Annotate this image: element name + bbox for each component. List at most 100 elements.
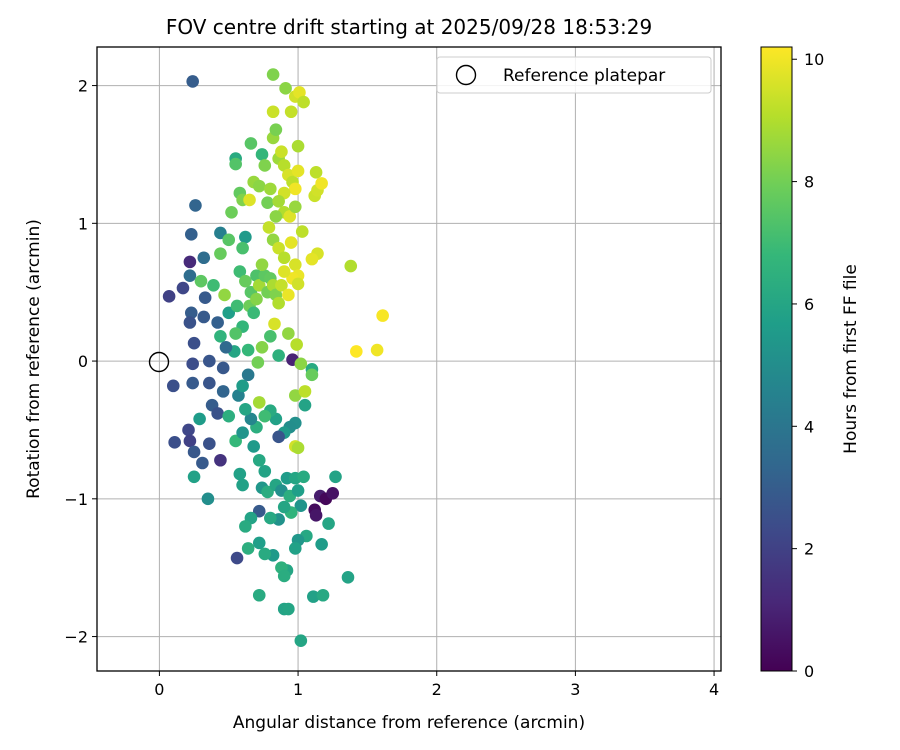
data-point bbox=[252, 453, 266, 467]
data-point bbox=[184, 306, 198, 320]
data-point bbox=[198, 291, 212, 305]
colorbar-tick-label: 10 bbox=[804, 50, 824, 69]
data-point bbox=[255, 340, 269, 354]
data-point bbox=[186, 376, 199, 390]
colorbar-label: Hours from first FF file bbox=[841, 264, 861, 454]
data-point bbox=[229, 327, 242, 340]
data-point bbox=[294, 634, 308, 647]
data-point bbox=[214, 453, 227, 467]
data-points bbox=[162, 68, 389, 647]
data-point bbox=[166, 379, 180, 393]
data-point bbox=[201, 492, 215, 506]
data-point bbox=[307, 590, 320, 603]
data-point bbox=[282, 327, 295, 340]
data-point bbox=[183, 316, 197, 329]
data-point bbox=[239, 402, 252, 416]
x-tick-label: 2 bbox=[432, 680, 442, 699]
colorbar-tick-label: 4 bbox=[804, 417, 814, 436]
data-point bbox=[183, 434, 197, 448]
data-point bbox=[241, 542, 255, 555]
data-point bbox=[187, 470, 201, 484]
colorbar-ticks: 0 2 4 6 8 10 bbox=[792, 50, 824, 681]
data-point bbox=[293, 86, 306, 99]
data-point bbox=[236, 426, 249, 439]
data-point bbox=[264, 511, 277, 525]
colorbar: 0 2 4 6 8 10 Hours from first FF file bbox=[760, 46, 861, 681]
data-point bbox=[239, 520, 252, 533]
x-axis-ticks: 0 1 2 3 4 bbox=[154, 671, 719, 699]
y-axis-label: Rotation from reference (arcmin) bbox=[24, 219, 44, 499]
data-point bbox=[341, 571, 355, 584]
data-point bbox=[239, 274, 252, 288]
data-point bbox=[222, 306, 236, 320]
plot-frame bbox=[96, 46, 722, 672]
data-point bbox=[272, 241, 285, 255]
data-point bbox=[291, 139, 305, 153]
data-point bbox=[219, 340, 233, 354]
data-point bbox=[261, 485, 274, 499]
data-point bbox=[244, 412, 258, 426]
data-point bbox=[376, 309, 389, 322]
data-point bbox=[282, 288, 295, 302]
data-point bbox=[261, 196, 274, 209]
data-point bbox=[262, 221, 276, 234]
data-point bbox=[230, 551, 244, 565]
colorbar-tick-label: 2 bbox=[804, 540, 814, 559]
data-point bbox=[294, 357, 308, 371]
data-point bbox=[233, 265, 247, 278]
data-point bbox=[197, 310, 211, 324]
data-point bbox=[225, 205, 238, 219]
data-point bbox=[284, 105, 298, 119]
data-point bbox=[211, 407, 224, 420]
data-point bbox=[275, 145, 288, 158]
data-point bbox=[266, 68, 280, 81]
data-point bbox=[298, 398, 312, 412]
data-point bbox=[277, 159, 291, 172]
x-tick-label: 4 bbox=[709, 680, 719, 699]
data-point bbox=[196, 456, 209, 470]
data-point bbox=[370, 343, 384, 357]
data-point bbox=[309, 509, 323, 522]
data-point bbox=[162, 290, 176, 303]
data-point bbox=[288, 389, 302, 402]
data-point bbox=[305, 252, 319, 266]
legend-marker bbox=[455, 64, 477, 86]
data-point bbox=[214, 226, 227, 240]
data-point bbox=[186, 357, 199, 371]
data-point bbox=[266, 105, 280, 119]
x-tick-label: 1 bbox=[293, 680, 303, 699]
data-point bbox=[277, 500, 291, 514]
data-point bbox=[233, 467, 247, 481]
data-point bbox=[232, 389, 245, 402]
data-point bbox=[214, 247, 227, 260]
data-point bbox=[284, 236, 298, 249]
data-point bbox=[241, 343, 255, 357]
data-point bbox=[344, 259, 358, 273]
data-point bbox=[236, 241, 249, 255]
data-point bbox=[230, 299, 244, 313]
data-point bbox=[236, 478, 249, 492]
data-point bbox=[264, 329, 277, 343]
data-point bbox=[222, 409, 236, 423]
data-point bbox=[272, 194, 285, 208]
x-tick-label: 0 bbox=[154, 680, 164, 699]
data-point bbox=[203, 376, 216, 390]
data-point bbox=[326, 487, 340, 500]
data-point bbox=[258, 409, 272, 423]
data-point bbox=[279, 82, 292, 95]
data-point bbox=[176, 281, 190, 295]
colorbar-tick-label: 8 bbox=[804, 173, 814, 192]
data-point bbox=[222, 233, 236, 247]
data-point bbox=[186, 75, 199, 88]
data-point bbox=[243, 193, 256, 207]
data-point bbox=[252, 588, 266, 602]
data-point bbox=[214, 329, 227, 343]
data-point bbox=[252, 504, 266, 518]
data-point bbox=[252, 279, 266, 292]
data-point bbox=[252, 179, 266, 193]
reference-platepar-marker bbox=[148, 351, 170, 373]
data-point bbox=[291, 484, 305, 497]
data-point bbox=[189, 199, 202, 212]
data-point bbox=[258, 464, 272, 478]
